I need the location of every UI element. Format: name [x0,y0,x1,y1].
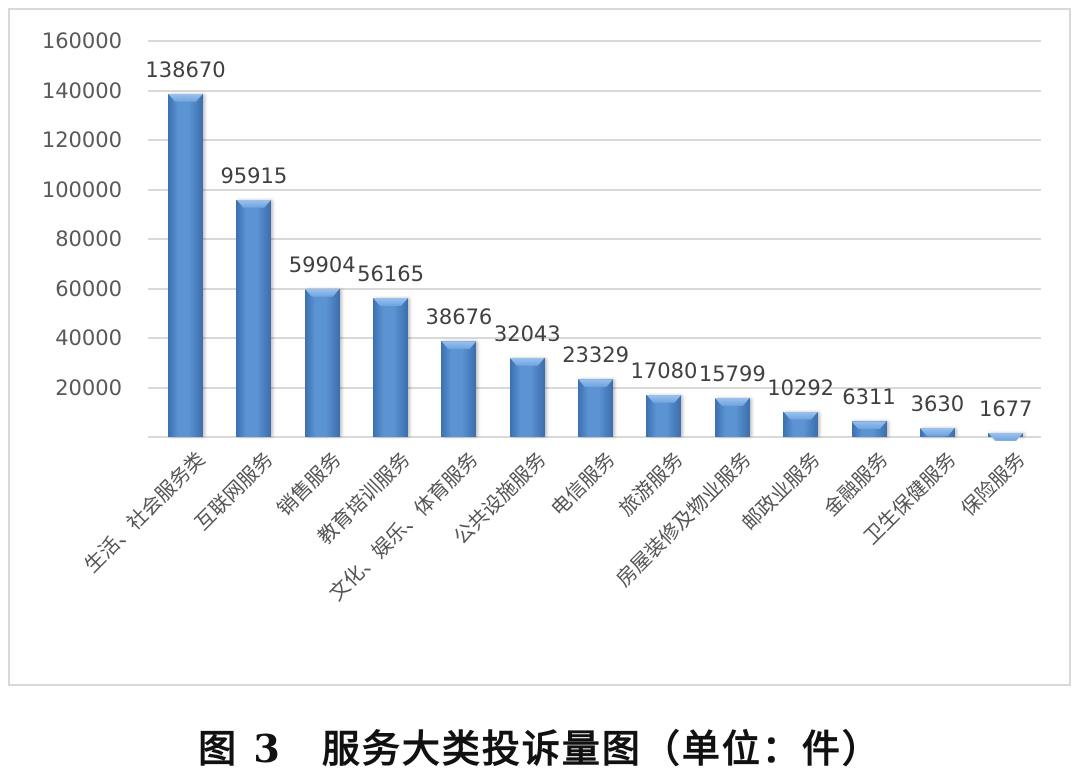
figure-caption: 图 3 服务大类投诉量图（单位：件） [198,726,882,771]
bar [578,379,614,437]
y-tick-label: 100000 [41,177,122,202]
bar [236,199,272,437]
y-tick-label: 140000 [41,78,122,103]
gridline [148,89,1041,92]
bar-value-label: 15799 [698,361,766,386]
bar-value-label: 38676 [425,305,493,330]
bar [988,432,1024,437]
y-tick-label: 60000 [55,276,122,301]
y-tick-label: 120000 [41,128,122,152]
bar [304,288,340,437]
bar-value-label: 56165 [357,261,424,286]
bar-value-label: 23329 [562,343,629,368]
bar-value-label: 1677 [978,396,1033,421]
x-axis-line [148,436,1041,438]
gridline [148,287,1041,290]
bar [714,397,750,437]
y-tick-label: 40000 [55,326,122,350]
gridline [148,40,1041,42]
bar-value-label: 95915 [220,163,288,188]
bar-value-label: 59904 [288,252,356,277]
bar-value-label: 17080 [630,358,698,383]
bar [373,297,409,437]
bar-value-label: 32043 [493,321,561,346]
bar-value-label: 6311 [842,385,896,410]
gridline [148,188,1041,191]
gridline [148,139,1041,141]
bar [851,421,887,437]
gridline [148,337,1041,339]
bar [168,93,203,437]
bar [783,411,819,437]
y-tick-label: 80000 [55,227,122,251]
y-tick-label: 160000 [41,29,122,53]
gridline [148,238,1041,240]
y-tick-label: 20000 [55,375,122,400]
bar-value-label: 138670 [145,57,226,82]
bar [441,341,477,437]
bar [919,428,955,437]
bar-value-label: 3630 [910,392,965,417]
bar [646,394,682,437]
bar-value-label: 10292 [767,375,835,400]
bar [509,357,545,437]
